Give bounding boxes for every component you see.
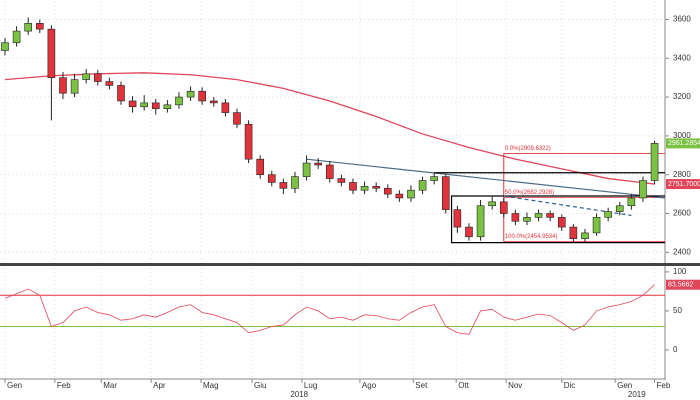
- x-tick-label: Giu: [254, 381, 266, 390]
- candle-body: [256, 158, 264, 175]
- y-tick-label: 3000: [673, 131, 691, 140]
- candle-body: [453, 209, 462, 228]
- candle-body: [70, 79, 79, 94]
- candle-body: [639, 180, 647, 199]
- y-tick-label: 50: [673, 306, 682, 315]
- candle-body: [140, 102, 148, 108]
- trend-line: [450, 195, 665, 244]
- candle-body: [511, 213, 520, 222]
- x-tick-label: Apr: [153, 381, 166, 390]
- x-tick-label: Set: [415, 381, 428, 390]
- candle-body: [499, 201, 508, 214]
- y-tick-label: 3600: [673, 15, 691, 24]
- x-tick-label: Mar: [103, 381, 117, 390]
- candle-body: [209, 100, 218, 104]
- candle-body: [395, 193, 404, 199]
- candle-body: [360, 186, 369, 191]
- x-tick-label: Ott: [458, 381, 469, 390]
- candle-body: [372, 186, 380, 189]
- year-label: 2019: [628, 390, 646, 399]
- y-tick-label: 3400: [673, 53, 691, 62]
- candle-body: [1, 42, 9, 51]
- candle-body: [476, 205, 485, 238]
- candle-body: [615, 205, 624, 212]
- candle-body: [175, 96, 183, 106]
- candle-body: [383, 187, 392, 195]
- candle-body: [546, 213, 554, 218]
- ma-tag: 2751.7000: [668, 181, 700, 188]
- candle-body: [569, 226, 578, 240]
- candle-body: [59, 77, 67, 94]
- candle-body: [12, 30, 21, 44]
- candle-body: [117, 85, 125, 102]
- candle-body: [198, 90, 206, 102]
- rsi-line: [4, 284, 655, 335]
- candle-body: [650, 143, 659, 181]
- candle-body: [279, 182, 288, 189]
- candle-body: [244, 123, 253, 160]
- candle-body: [302, 162, 311, 177]
- candle-body: [430, 176, 438, 181]
- y-tick-label: 100: [673, 267, 687, 276]
- year-label: 2018: [290, 390, 308, 399]
- x-tick-label: Feb: [657, 381, 671, 390]
- candle-body: [592, 217, 601, 234]
- candle-body: [627, 197, 636, 207]
- x-tick-label: Lug: [304, 381, 317, 390]
- candle-body: [151, 102, 160, 110]
- candle-body: [349, 182, 357, 191]
- candle-body: [488, 201, 496, 207]
- rsi-tag: 83.5662: [668, 282, 693, 289]
- trend-line: [503, 195, 632, 217]
- candle-body: [465, 226, 473, 238]
- panel-separator: [0, 263, 700, 266]
- fib-label: 50.0%(2682.2928): [505, 190, 554, 196]
- candle-body: [24, 23, 32, 32]
- candle-body: [82, 73, 90, 80]
- candle-body: [557, 217, 566, 228]
- candle-body: [534, 213, 543, 218]
- candle-body: [47, 28, 56, 78]
- candle-body: [314, 162, 322, 166]
- candle-body: [337, 178, 346, 183]
- candle-body: [93, 73, 102, 82]
- candle-body: [604, 211, 612, 218]
- trend-line: [306, 158, 666, 199]
- rsi-tag-bg: [666, 279, 700, 290]
- last-price-tag: 2961.2854: [668, 140, 700, 147]
- candle-body: [35, 23, 44, 30]
- x-tick-label: Feb: [57, 381, 71, 390]
- fib-label: 0.0%(2909.6322): [505, 146, 551, 152]
- y-tick-label: 2800: [673, 170, 691, 179]
- x-tick-label: Nov: [508, 381, 522, 390]
- candle-body: [186, 90, 195, 98]
- y-tick-label: 0: [673, 345, 678, 354]
- candle-body: [418, 180, 427, 191]
- y-tick-label: 3200: [673, 92, 691, 101]
- candle-body: [221, 102, 230, 113]
- candle-body: [523, 217, 531, 222]
- x-tick-label: Ago: [362, 381, 377, 390]
- moving-average: [4, 72, 655, 185]
- x-tick-label: Dic: [564, 381, 576, 390]
- fib-label: 100.0%(2454.9534): [505, 234, 558, 240]
- candle-body: [325, 164, 334, 179]
- x-tick-label: Gen: [7, 381, 22, 390]
- candle-body: [441, 176, 450, 210]
- y-tick-label: 2400: [673, 247, 691, 256]
- candle-body: [291, 176, 299, 189]
- x-tick-label: Gen: [617, 381, 632, 390]
- x-tick-label: Mag: [203, 381, 219, 390]
- candle-body: [128, 100, 137, 108]
- candle-body: [581, 232, 589, 240]
- candle-body: [105, 81, 114, 86]
- y-tick-label: 2600: [673, 209, 691, 218]
- candle-body: [267, 174, 276, 183]
- candle-body: [407, 189, 415, 199]
- last-price-tag-bg: [666, 138, 700, 149]
- candle-body: [163, 104, 172, 110]
- ma-tag-bg: [666, 179, 700, 190]
- candle-body: [233, 112, 241, 125]
